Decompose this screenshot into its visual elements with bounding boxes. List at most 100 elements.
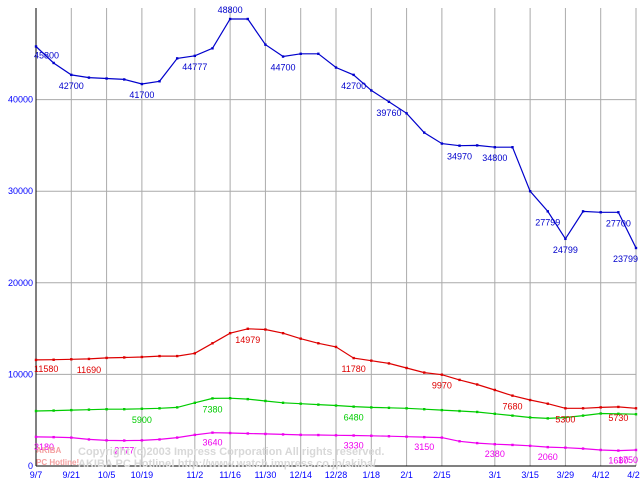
data-point-magenta: [299, 433, 302, 437]
data-point-green: [405, 407, 408, 410]
data-point-red: [617, 405, 620, 409]
x-tick-label: 3/15: [521, 470, 539, 480]
data-label-red: 7680: [502, 402, 522, 412]
data-label-magenta: 3150: [414, 442, 434, 452]
data-point-magenta: [458, 440, 461, 443]
data-point-green: [581, 414, 585, 417]
data-point-blue: [370, 89, 373, 92]
data-point-green: [334, 404, 338, 407]
data-label-green: 6480: [344, 413, 364, 423]
data-point-blue: [458, 144, 461, 147]
data-point-green: [528, 416, 532, 419]
data-point-magenta: [528, 444, 532, 448]
data-point-red: [458, 378, 461, 382]
data-point-red: [440, 373, 444, 376]
data-label-blue: 45800: [34, 50, 59, 60]
data-label-magenta: 2380: [485, 449, 505, 459]
data-point-red: [87, 357, 91, 361]
data-label-blue: 44777: [182, 62, 207, 72]
x-tick-label: 2/15: [433, 470, 451, 480]
data-point-magenta: [87, 438, 91, 441]
y-tick-label: 40000: [8, 95, 33, 105]
data-point-red: [175, 354, 179, 358]
data-label-blue: 34800: [482, 153, 507, 163]
data-point-green: [158, 407, 161, 410]
x-tick-label: 1/18: [363, 470, 381, 480]
data-label-blue: 27799: [535, 217, 560, 227]
data-point-red: [52, 358, 55, 361]
data-point-red: [123, 356, 126, 359]
x-tick-label: 9/21: [63, 470, 81, 480]
data-point-blue: [334, 66, 338, 69]
x-tick-label: 11/30: [254, 470, 276, 480]
data-point-blue: [634, 246, 638, 250]
data-point-green: [246, 397, 249, 401]
data-label-magenta: 1750: [618, 455, 638, 465]
data-point-red: [370, 359, 373, 362]
data-point-blue: [140, 82, 144, 86]
data-point-blue: [158, 80, 161, 83]
data-label-magenta: 3640: [202, 438, 222, 448]
data-point-green: [458, 409, 461, 413]
data-point-green: [281, 401, 285, 404]
data-point-blue: [440, 142, 444, 145]
data-point-magenta: [264, 432, 267, 436]
data-point-red: [334, 345, 338, 349]
x-tick-label: 10/19: [131, 470, 154, 480]
data-point-green: [264, 399, 267, 403]
y-tick-label: 20000: [8, 278, 33, 288]
data-label-red: 11690: [77, 365, 101, 375]
data-point-magenta: [105, 439, 108, 442]
data-point-magenta: [352, 434, 355, 437]
data-point-blue: [617, 211, 620, 214]
data-label-magenta: 2777: [114, 446, 134, 456]
data-point-blue: [405, 112, 408, 115]
data-point-green: [493, 412, 497, 415]
data-point-red: [405, 366, 408, 370]
data-point-blue: [564, 237, 567, 241]
data-point-red: [564, 407, 567, 410]
data-point-red: [246, 327, 249, 330]
x-tick-label: 11/2: [186, 470, 203, 480]
data-point-red: [140, 355, 144, 359]
data-point-magenta: [440, 436, 444, 439]
data-point-red: [387, 362, 391, 365]
data-point-green: [387, 406, 391, 410]
data-label-blue: 34970: [447, 152, 472, 162]
data-point-green: [175, 406, 179, 409]
data-point-magenta: [158, 438, 161, 441]
data-point-red: [493, 388, 497, 392]
data-point-green: [52, 409, 55, 412]
data-point-blue: [581, 210, 585, 213]
data-point-red: [475, 383, 479, 386]
data-point-green: [193, 401, 197, 404]
data-point-green: [34, 409, 38, 413]
data-point-magenta: [70, 436, 73, 439]
data-point-red: [228, 331, 232, 335]
data-point-magenta: [475, 441, 479, 445]
data-point-red: [546, 402, 549, 405]
data-point-blue: [493, 146, 497, 149]
x-tick-label: 9/7: [30, 470, 43, 480]
data-point-blue: [528, 190, 532, 193]
data-point-blue: [87, 76, 91, 79]
data-point-magenta: [546, 445, 549, 449]
data-point-magenta: [34, 435, 38, 439]
data-point-magenta: [211, 431, 214, 434]
data-point-blue: [475, 144, 479, 147]
data-point-blue: [317, 52, 320, 55]
data-point-magenta: [334, 434, 338, 437]
data-point-blue: [123, 78, 126, 81]
data-point-green: [599, 412, 602, 415]
data-label-green: 5900: [132, 415, 152, 425]
data-point-blue: [193, 54, 197, 58]
data-label-green: 7380: [202, 404, 222, 414]
data-point-blue: [246, 17, 249, 21]
data-point-green: [511, 414, 514, 417]
data-point-green: [617, 412, 620, 415]
data-label-blue: 42700: [59, 81, 84, 91]
y-tick-label: 30000: [8, 186, 33, 196]
data-point-blue: [511, 146, 514, 149]
data-point-magenta: [634, 448, 638, 452]
data-label-red: 11780: [341, 364, 365, 374]
